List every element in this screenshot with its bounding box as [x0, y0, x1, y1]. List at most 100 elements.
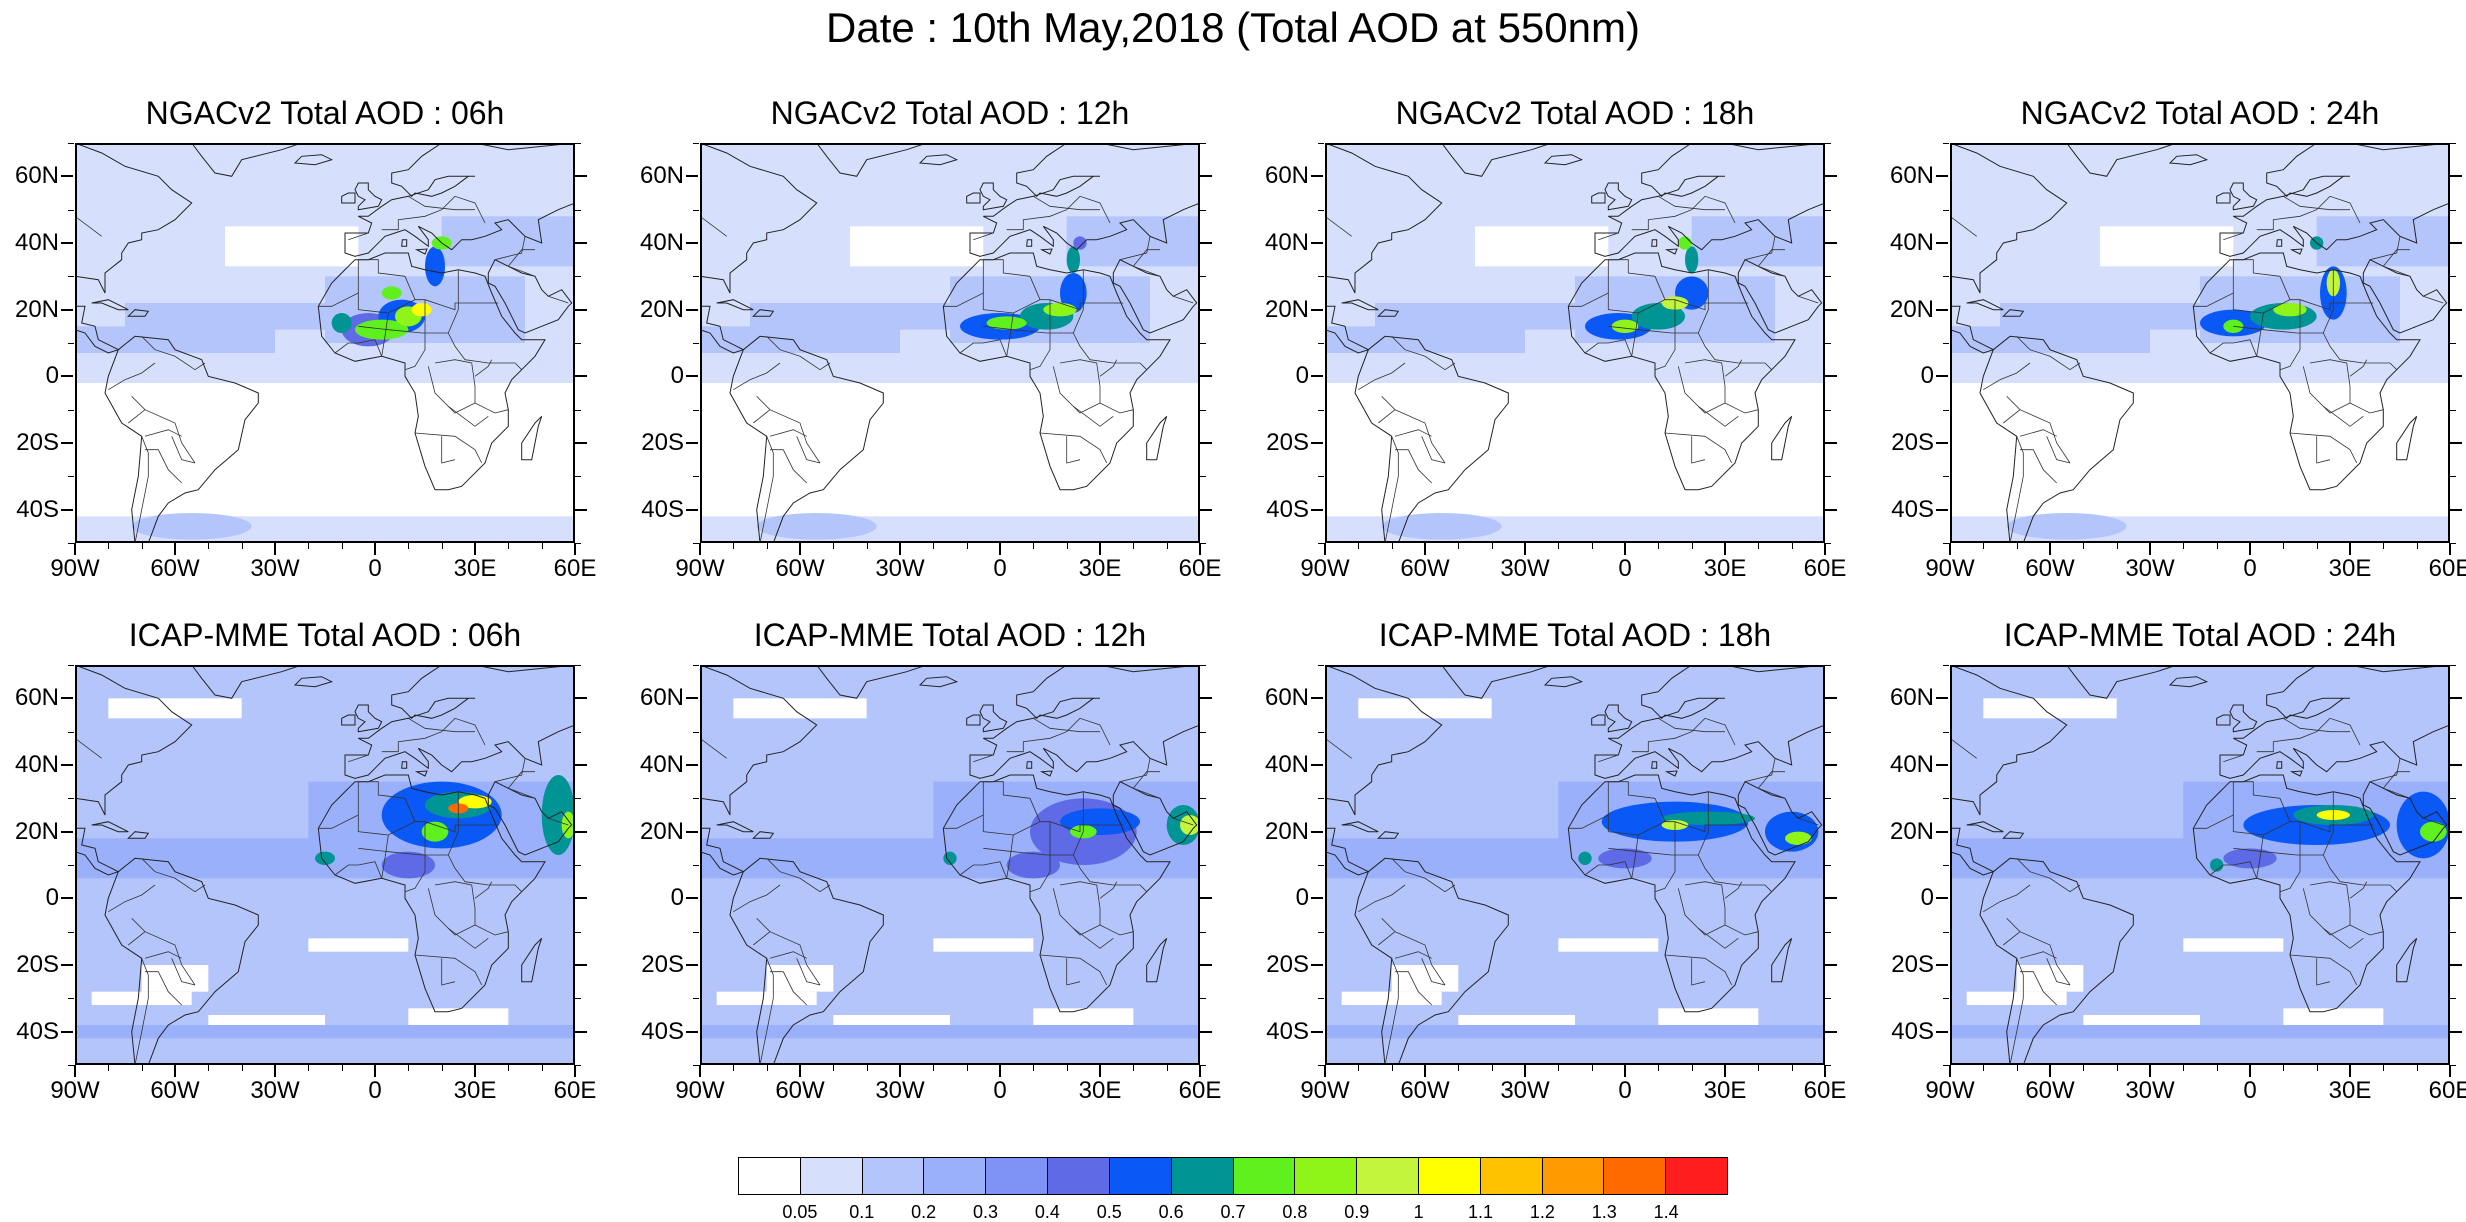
aod-field: [700, 143, 1200, 543]
country-border: [2233, 259, 2281, 277]
lat-major-tick: [61, 764, 73, 766]
lat-minor-tick: [575, 543, 581, 544]
lon-minor-tick: [2416, 1065, 2418, 1071]
lon-major-tick: [2149, 1065, 2151, 1077]
country-border: [983, 325, 1074, 334]
country-border: [1033, 717, 1100, 733]
map-panel: ICAP-MME Total AOD : 12h 60N 40N 20N 0 20S 40S…: [640, 617, 1221, 1104]
lon-minor-tick: [1458, 1065, 1460, 1071]
aod-plume: [1785, 831, 1812, 845]
map-plot: [1325, 665, 1825, 1065]
country-border: [1394, 951, 1432, 959]
lat-major-tick: [2450, 242, 2462, 244]
lon-minor-tick: [441, 543, 443, 549]
lon-major-tick: [1424, 1065, 1426, 1077]
country-border: [1738, 884, 1772, 892]
lon-major-tick: [2349, 543, 2351, 555]
colorbar-label: 0.5: [1096, 1202, 1122, 1222]
lat-minor-tick: [575, 409, 581, 411]
aod-band: [1066, 216, 1200, 267]
coastline-madagascar: [1146, 415, 1168, 461]
lat-tick-label: 20N: [639, 295, 684, 323]
map-frame: [1950, 665, 2450, 1065]
lat-minor-tick: [693, 476, 699, 478]
country-border: [1950, 737, 1977, 759]
aod-plume: [331, 313, 352, 333]
lat-minor-tick: [1318, 343, 1324, 344]
country-border: [2016, 858, 2081, 893]
lat-major-tick: [1825, 830, 1837, 833]
aod-band: [733, 698, 867, 719]
coastlines: [1325, 665, 1825, 1065]
lat-major-tick: [1311, 442, 1323, 444]
country-border: [2193, 814, 2364, 836]
coastline-madagascar: [1771, 937, 1793, 983]
country-border: [2369, 758, 2401, 783]
lon-minor-tick: [1658, 1065, 1660, 1071]
lon-minor-tick: [241, 1065, 243, 1071]
coastlines: [1325, 143, 1825, 543]
lon-tick-label: 90W: [1300, 555, 1350, 582]
lat-major-tick: [686, 308, 698, 311]
lon-major-tick: [374, 1065, 376, 1077]
lat-major-tick: [61, 242, 73, 244]
lat-minor-tick: [1943, 1065, 1949, 1066]
country-border: [2289, 432, 2358, 464]
coastline-arabia: [1112, 259, 1198, 334]
lat-tick-label: 20N: [639, 817, 684, 845]
lat-major-tick: [1200, 697, 1212, 700]
country-border: [1391, 336, 1456, 371]
colorbar-label: 0.9: [1344, 1202, 1370, 1222]
country-border: [1798, 295, 1819, 304]
lat-minor-tick: [1825, 543, 1831, 544]
country-border: [508, 787, 536, 799]
country-border: [145, 971, 182, 1006]
lat-major-tick: [1936, 175, 1948, 178]
lat-tick-label: 20N: [1264, 817, 1309, 845]
lat-minor-tick: [1318, 665, 1324, 666]
coastline-uk: [354, 182, 383, 211]
lon-major-tick: [1324, 1065, 1326, 1077]
lat-major-tick: [1936, 897, 1948, 900]
lat-major-tick: [1936, 375, 1948, 378]
coastline-uk: [354, 704, 383, 733]
country-border: [1798, 817, 1819, 826]
lat-major-tick: [1311, 830, 1323, 833]
lat-major-tick: [2450, 375, 2462, 378]
coastline-africa: [942, 774, 1171, 1013]
lon-minor-tick: [108, 543, 110, 549]
country-border: [1744, 236, 1776, 261]
coastline-africa: [942, 252, 1171, 491]
country-border: [1029, 798, 1041, 822]
lon-tick-label: 60E: [1803, 555, 1847, 582]
lon-minor-tick: [208, 1065, 210, 1071]
lon-minor-tick: [966, 543, 968, 549]
country-border: [2302, 359, 2351, 414]
country-border: [1584, 861, 1633, 879]
lon-tick-label: 60W: [1400, 555, 1450, 582]
colorbar-swatch: [1357, 1158, 1419, 1194]
lon-major-tick: [1324, 543, 1326, 555]
lat-minor-tick: [2450, 476, 2456, 478]
coastline-sicily: [414, 770, 428, 777]
coastline-sicily: [414, 248, 428, 255]
lon-major-tick: [1624, 1065, 1626, 1077]
coastline-arabia: [1737, 259, 1823, 334]
lat-tick-label: 20N: [1264, 295, 1309, 323]
lon-tick-label: 30E: [2328, 555, 2372, 582]
lat-minor-tick: [1318, 731, 1324, 733]
country-border: [1119, 236, 1151, 261]
lat-major-tick: [1311, 697, 1323, 700]
country-border: [973, 232, 994, 241]
lon-minor-tick: [141, 543, 143, 549]
lon-tick-label: 30W: [250, 1077, 300, 1104]
lon-major-tick: [2149, 543, 2151, 555]
aod-band: [716, 991, 817, 1005]
lon-minor-tick: [508, 543, 510, 549]
country-border: [334, 339, 383, 357]
country-border: [700, 737, 727, 759]
lat-major-tick: [1825, 375, 1837, 378]
lat-minor-tick: [575, 1065, 581, 1066]
lat-major-tick: [575, 175, 587, 178]
map-panel: NGACv2 Total AOD : 12h 60N 40N 20N 0 20S 40S 90…: [640, 95, 1221, 582]
